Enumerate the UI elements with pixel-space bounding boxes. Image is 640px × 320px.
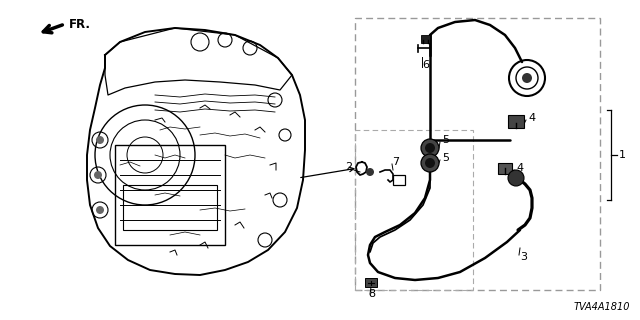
Circle shape <box>421 139 439 157</box>
Bar <box>123 185 217 230</box>
Bar <box>365 278 377 287</box>
Circle shape <box>96 136 104 144</box>
Text: 2: 2 <box>345 162 352 172</box>
Text: 3: 3 <box>520 252 527 262</box>
Circle shape <box>421 154 439 172</box>
Text: 4: 4 <box>528 113 535 123</box>
Text: 5: 5 <box>442 135 449 145</box>
Text: 6: 6 <box>422 60 429 70</box>
Circle shape <box>522 73 532 83</box>
Circle shape <box>508 170 524 186</box>
Text: 4: 4 <box>516 163 523 173</box>
Text: 5: 5 <box>442 153 449 163</box>
Bar <box>115 145 225 245</box>
Circle shape <box>96 206 104 214</box>
Bar <box>508 115 524 128</box>
Circle shape <box>366 168 374 176</box>
Bar <box>498 163 512 174</box>
Bar <box>355 130 473 290</box>
Bar <box>393 175 405 185</box>
Text: TVA4A1810: TVA4A1810 <box>573 302 630 312</box>
Bar <box>355 18 600 290</box>
Text: 8: 8 <box>368 289 375 299</box>
Circle shape <box>425 158 435 168</box>
Circle shape <box>425 143 435 153</box>
Text: 1: 1 <box>619 150 626 160</box>
Text: 7: 7 <box>392 157 399 167</box>
Text: FR.: FR. <box>69 19 91 31</box>
Bar <box>421 35 430 43</box>
Circle shape <box>94 171 102 179</box>
